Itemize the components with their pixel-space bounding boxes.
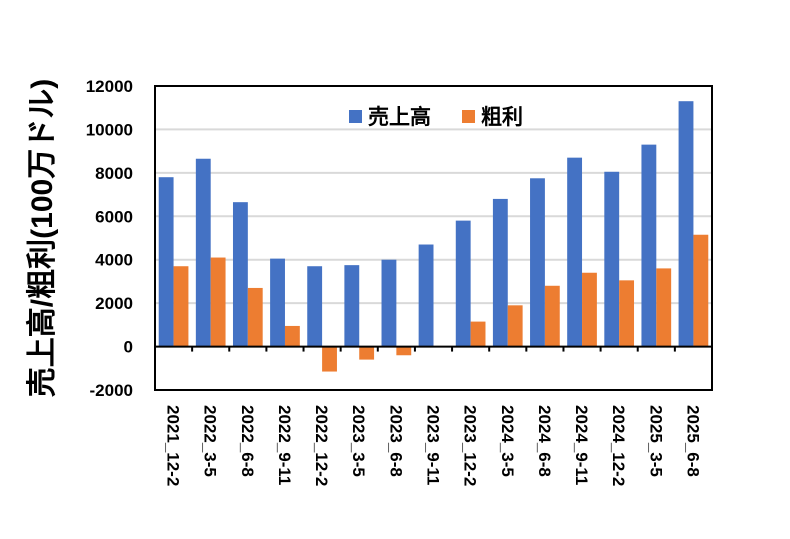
bar-gross-profit-2022_3-5 xyxy=(210,257,226,347)
bar-sales-2022_12-2 xyxy=(307,266,323,347)
y-axis-ticks: -2000 0 2000 4000 6000 8000 10000 12000 xyxy=(86,77,133,400)
bar-gross-profit-2024_12-2 xyxy=(619,280,635,347)
y-tick-label: 0 xyxy=(124,338,133,357)
x-tick-label: 2024_9-11 xyxy=(572,405,591,485)
y-tick-label: 10000 xyxy=(86,120,133,139)
bar-sales-2023_6-8 xyxy=(381,259,397,347)
x-tick-label: 2021_12-2 xyxy=(164,405,183,486)
bar-gross-profit-2025_3-5 xyxy=(656,268,672,347)
bar-sales-2025_6-8 xyxy=(678,101,694,347)
x-tick-label: 2025_6-8 xyxy=(683,405,702,477)
legend: 売上高 粗利 xyxy=(349,105,523,129)
y-tick-label: 2000 xyxy=(95,294,133,313)
bar-sales-2022_3-5 xyxy=(195,158,211,347)
bar-gross-profit-2023_6-8 xyxy=(396,346,412,356)
bar-sales-2023_3-5 xyxy=(344,265,360,347)
x-axis xyxy=(154,345,712,352)
x-tick-label: 2022_9-11 xyxy=(275,405,294,485)
x-tick-label: 2023_6-8 xyxy=(386,405,405,477)
legend-label-sales: 売上高 xyxy=(368,105,431,129)
legend-swatch-sales xyxy=(349,110,362,123)
bar-sales-2024_3-5 xyxy=(492,198,508,347)
bar-sales-2023_9-11 xyxy=(418,244,434,347)
x-tick-label: 2025_3-5 xyxy=(646,405,665,477)
bar-gross-profit-2024_6-8 xyxy=(544,285,560,347)
x-tick-label: 2023_9-11 xyxy=(424,405,443,485)
y-tick-label: 8000 xyxy=(95,164,133,183)
bar-sales-2023_12-2 xyxy=(455,220,471,347)
bar-gross-profit-2025_6-8 xyxy=(693,234,709,347)
x-tick-label: 2024_12-2 xyxy=(609,405,628,486)
bar-gross-profit-2023_3-5 xyxy=(359,346,375,360)
x-tick-label: 2024_6-8 xyxy=(535,405,554,477)
legend-swatch-gross-profit xyxy=(462,110,475,123)
bar-gross-profit-2024_9-11 xyxy=(582,272,597,347)
x-tick-label: 2022_3-5 xyxy=(201,405,220,477)
x-axis-ticks: 2021_12-2 2022_3-5 2022_6-8 2022_9-11 2022_1… xyxy=(164,405,703,486)
x-tick-label: 2022_12-2 xyxy=(312,405,331,486)
y-tick-label: 12000 xyxy=(86,77,133,96)
x-tick-label: 2022_6-8 xyxy=(238,405,257,477)
bar-gross-profit-2021_12-2 xyxy=(173,266,189,347)
bar-sales-2022_6-8 xyxy=(232,202,248,347)
bar-sales-2022_9-11 xyxy=(270,258,285,347)
bar-sales-2024_12-2 xyxy=(604,171,620,347)
y-tick-label: 6000 xyxy=(95,207,133,226)
x-tick-label: 2024_3-5 xyxy=(498,405,517,477)
x-tick-label: 2023_12-2 xyxy=(461,405,480,486)
x-tick-label: 2023_3-5 xyxy=(349,405,368,477)
bar-sales-2025_3-5 xyxy=(641,144,657,347)
legend-label-gross-profit: 粗利 xyxy=(481,106,523,129)
bar-gross-profit-2022_6-8 xyxy=(247,287,263,347)
y-tick-label: 4000 xyxy=(95,251,133,270)
plot-border xyxy=(154,85,713,391)
y-axis-label: 売上高/粗利(100万ドル) xyxy=(26,79,59,397)
bar-gross-profit-2024_3-5 xyxy=(507,305,523,347)
bar-sales-2021_12-2 xyxy=(158,177,174,347)
bar-sales-2024_6-8 xyxy=(530,178,545,347)
y-tick-label: -2000 xyxy=(90,381,133,400)
bar-gross-profit-2022_12-2 xyxy=(322,346,337,372)
bar-gross-profit-2023_12-2 xyxy=(470,321,486,347)
bar-sales-2024_9-11 xyxy=(567,157,583,347)
bar-gross-profit-2022_9-11 xyxy=(284,325,300,347)
bars xyxy=(158,101,709,372)
